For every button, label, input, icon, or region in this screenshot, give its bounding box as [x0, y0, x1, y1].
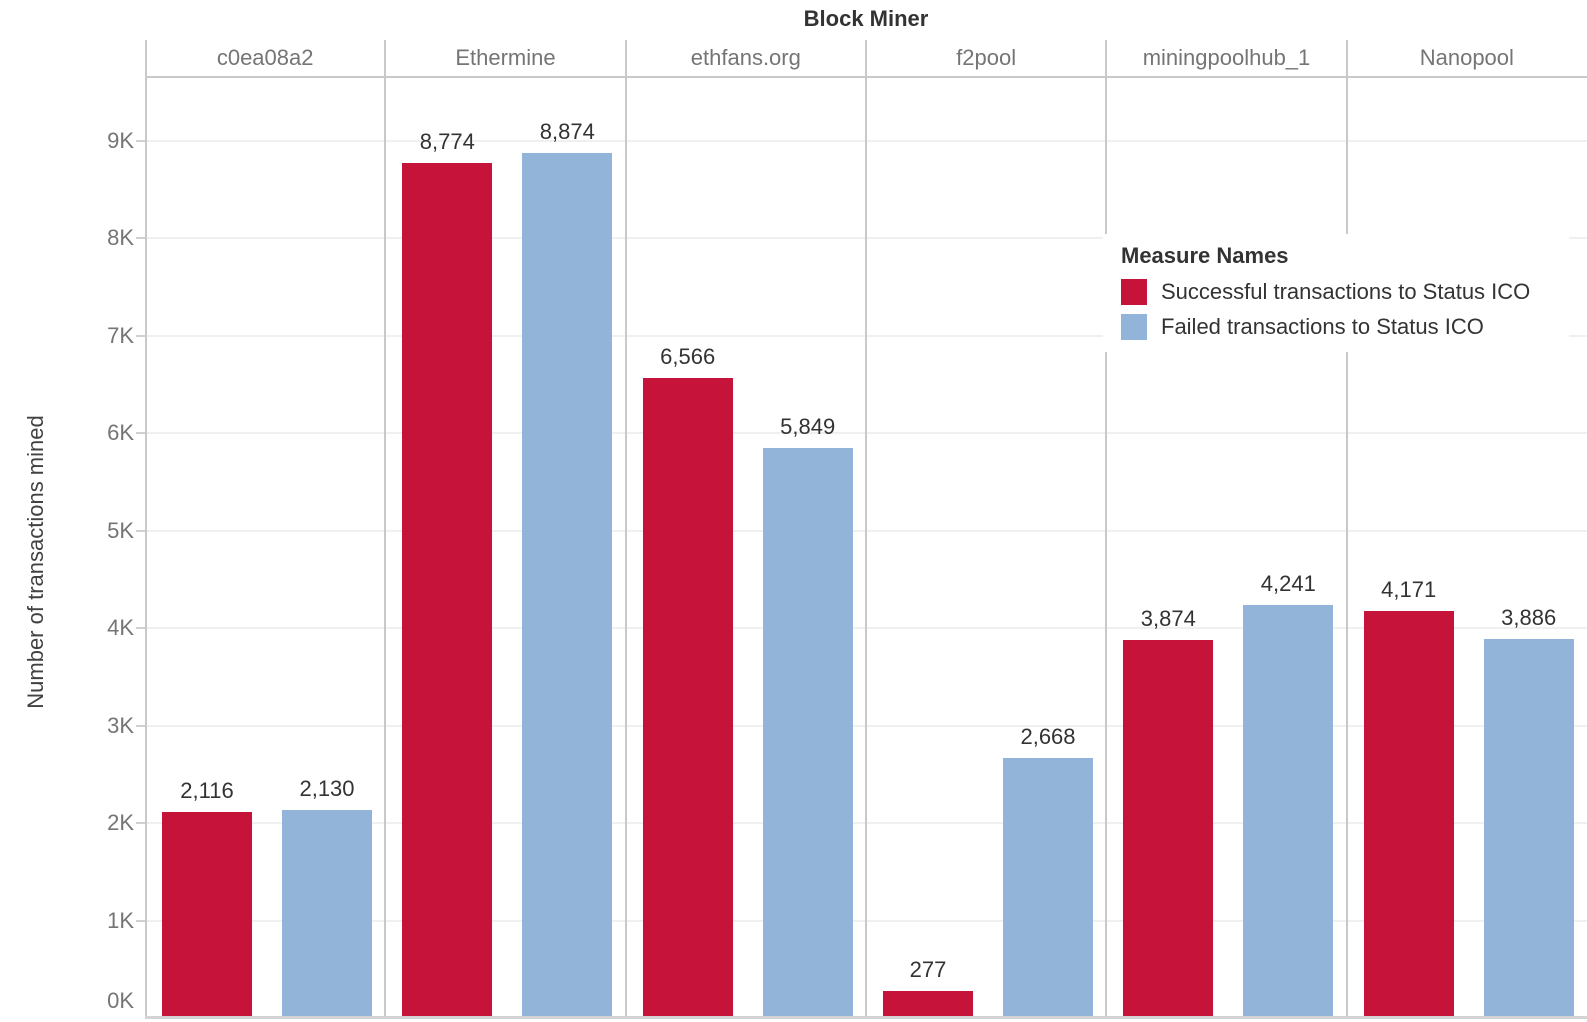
bar-value-label: 2,130	[299, 776, 355, 802]
bar-value-label: 5,849	[780, 413, 836, 439]
bar-Nanopool-failed[interactable]	[1483, 639, 1574, 1018]
chart-title: Block Miner	[803, 6, 929, 31]
bar-miningpoolhub_1-successful[interactable]	[1123, 640, 1214, 1018]
column-header-Nanopool[interactable]: Nanopool	[1419, 45, 1514, 70]
bar-ethfans.org-successful[interactable]	[642, 377, 733, 1018]
y-tick-mark	[136, 822, 145, 824]
y-tick-label: 9K	[107, 127, 134, 153]
bar-f2pool-failed[interactable]	[1003, 757, 1093, 1018]
bar-Ethermine-failed[interactable]	[522, 152, 613, 1018]
legend-item-label: Successful transactions to Status ICO	[1161, 279, 1531, 304]
x-axis-line	[145, 1016, 1587, 1019]
y-tick-mark	[136, 919, 145, 922]
bar-c0ea08a2-successful[interactable]	[162, 811, 252, 1018]
y-tick-mark	[136, 724, 145, 727]
bar-value-label: 8,874	[539, 118, 595, 144]
column-header-Ethermine[interactable]: Ethermine	[455, 45, 556, 70]
legend-item-label: Failed transactions to Status ICO	[1161, 314, 1484, 339]
bar-value-label: 3,874	[1140, 606, 1196, 632]
y-tick-mark	[136, 237, 145, 239]
legend-swatch-icon	[1121, 279, 1147, 305]
bar-Ethermine-successful[interactable]	[402, 162, 493, 1018]
column-header-c0ea08a2[interactable]: c0ea08a2	[216, 45, 314, 70]
legend-item-failed[interactable]: Failed transactions to Status ICO	[1121, 314, 1569, 340]
bar-value-label: 2,116	[180, 777, 234, 803]
bar-Nanopool-successful[interactable]	[1363, 611, 1454, 1018]
bar-value-label: 4,241	[1260, 570, 1316, 596]
bar-c0ea08a2-failed[interactable]	[282, 810, 372, 1018]
legend: Measure Names Successful transactions to…	[1103, 234, 1569, 352]
bar-value-label: 277	[909, 956, 947, 982]
legend-items: Successful transactions to Status ICO Fai…	[1121, 279, 1569, 340]
panel-divider	[624, 40, 627, 1018]
y-tick-label: 6K	[107, 420, 134, 445]
legend-swatch-icon	[1121, 314, 1147, 340]
bar-value-label: 3,886	[1501, 605, 1557, 631]
column-header-miningpoolhub_1[interactable]: miningpoolhub_1	[1142, 45, 1311, 70]
y-tick-label: 3K	[107, 712, 134, 738]
panel-divider	[1105, 40, 1108, 1018]
panel-divider	[865, 40, 867, 1018]
y-tick-label: 1K	[107, 907, 134, 933]
y-tick-label: 2K	[107, 810, 134, 835]
y-tick-label: 4K	[107, 615, 134, 640]
y-tick-mark	[136, 334, 145, 337]
panel-divider	[1345, 40, 1348, 1018]
y-tick-label: 5K	[107, 517, 134, 543]
legend-item-successful[interactable]: Successful transactions to Status ICO	[1121, 279, 1569, 305]
bar-ethfans.org-failed[interactable]	[762, 447, 853, 1018]
bar-value-label: 2,668	[1020, 723, 1076, 749]
bar-f2pool-successful[interactable]	[883, 990, 973, 1018]
panel-divider	[384, 40, 387, 1018]
y-tick-mark	[136, 529, 145, 532]
y-tick-label: 8K	[107, 225, 134, 250]
y-tick-mark	[136, 627, 145, 629]
y-tick-mark	[136, 432, 145, 434]
y-axis-title: Number of transactions mined	[23, 415, 48, 709]
y-tick-label: 0K	[107, 988, 134, 1013]
column-header-ethfans.org[interactable]: ethfans.org	[690, 45, 801, 70]
bar-miningpoolhub_1-failed[interactable]	[1243, 604, 1334, 1018]
column-header-f2pool[interactable]: f2pool	[956, 45, 1017, 70]
bar-value-label: 4,171	[1381, 577, 1437, 603]
legend-title: Measure Names	[1121, 243, 1289, 268]
bar-value-label: 8,774	[419, 128, 475, 154]
y-tick-label: 7K	[107, 322, 134, 348]
y-axis-line	[145, 40, 147, 1018]
bar-value-label: 6,566	[660, 343, 716, 369]
y-tick-mark	[136, 139, 145, 142]
